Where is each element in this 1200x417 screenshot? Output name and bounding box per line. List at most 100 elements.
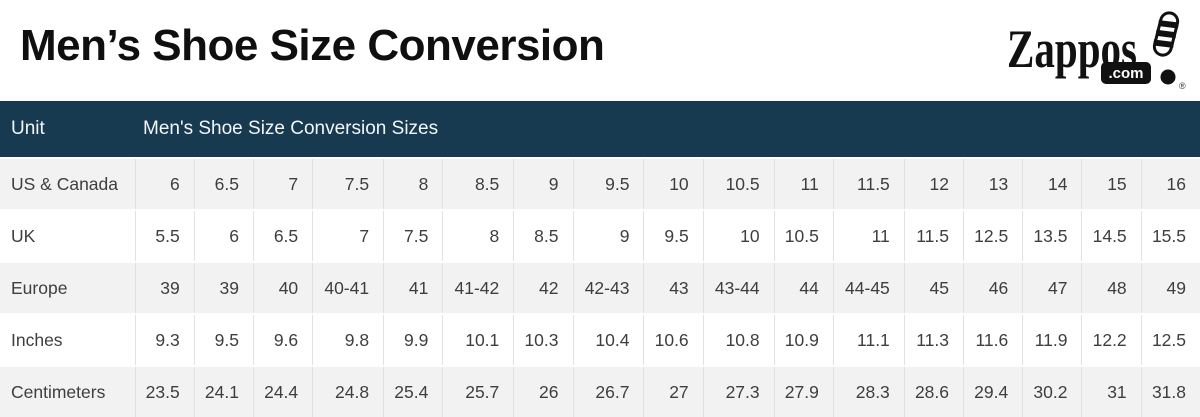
zappos-logo: Zappos .com ® [1007, 9, 1189, 93]
size-cell: 15.5 [1140, 209, 1200, 263]
registered-mark: ® [1179, 81, 1186, 91]
size-cell: 7.5 [383, 209, 443, 263]
size-cell: 10.4 [572, 313, 644, 367]
page-title: Men’s Shoe Size Conversion [20, 21, 605, 70]
row-label: UK [0, 209, 135, 263]
size-cell: 9.5 [643, 209, 704, 263]
size-cell: 10.5 [773, 209, 834, 263]
size-cell: 41-42 [442, 261, 514, 315]
size-cell: 6 [193, 209, 254, 263]
size-cell: 43 [643, 261, 704, 315]
table-header: Unit Men's Shoe Size Conversion Sizes [0, 101, 1200, 158]
row-label: US & Canada [0, 157, 135, 211]
size-cell: 31 [1081, 365, 1142, 417]
size-cell: 30.2 [1022, 365, 1082, 417]
size-cell: 45 [903, 261, 964, 315]
size-cell: 11.6 [963, 313, 1023, 367]
size-cell: 12.5 [963, 209, 1023, 263]
row-label: Inches [0, 313, 135, 367]
size-cell: 9.9 [383, 313, 443, 367]
size-cell: 24.4 [252, 365, 313, 417]
size-cell: 10.1 [442, 313, 514, 367]
size-cell: 13.5 [1022, 209, 1082, 263]
size-conversion-table: Unit Men's Shoe Size Conversion Sizes US… [0, 101, 1200, 417]
size-cell: 12 [903, 157, 964, 211]
size-cell: 26 [513, 365, 573, 417]
size-cell: 8.5 [513, 209, 573, 263]
size-cell: 9.6 [252, 313, 313, 367]
size-cell: 14 [1022, 157, 1082, 211]
size-cell: 10 [643, 157, 704, 211]
dotcom-text: .com [1108, 65, 1143, 82]
size-cell: 10.9 [773, 313, 834, 367]
dotcom-badge: .com [1101, 62, 1151, 84]
table-row: Centimeters 23.5 24.1 24.4 24.8 25.4 25.7 26 26.… [0, 365, 1200, 417]
size-cell: 41 [383, 261, 443, 315]
size-cell: 28.3 [832, 365, 905, 417]
size-cell: 10.5 [702, 157, 775, 211]
size-cell: 11.1 [832, 313, 905, 367]
size-cell: 44 [773, 261, 834, 315]
size-cell: 48 [1081, 261, 1142, 315]
size-cell: 39 [134, 261, 195, 315]
size-cell: 13 [963, 157, 1023, 211]
size-cell: 7 [252, 157, 313, 211]
size-cell: 25.7 [442, 365, 514, 417]
size-cell: 8 [383, 157, 443, 211]
size-cell: 12.2 [1081, 313, 1142, 367]
size-cell: 8.5 [442, 157, 514, 211]
size-cell: 44-45 [832, 261, 905, 315]
table-row: Europe 39 39 40 40-41 41 41-42 42 42-43 43 43-44 44… [0, 261, 1200, 315]
size-cell: 6.5 [193, 157, 254, 211]
size-cell: 24.1 [193, 365, 254, 417]
size-cell: 11.3 [903, 313, 964, 367]
size-cell: 46 [963, 261, 1023, 315]
size-cell: 9.8 [312, 313, 384, 367]
size-cell: 9 [572, 209, 644, 263]
unit-column-header: Unit [0, 101, 135, 158]
size-cell: 10 [702, 209, 775, 263]
size-cell: 11 [773, 157, 834, 211]
size-cell: 11.5 [832, 157, 905, 211]
table-row: US & Canada 6 6.5 7 7.5 8 8.5 9 9.5 10 10.5 11 11.5 1… [0, 157, 1200, 211]
size-cell: 9.5 [572, 157, 644, 211]
table-row: UK 5.5 6 6.5 7 7.5 8 8.5 9 9.5 10 10.5 11 11.5 12.5 13.… [0, 209, 1200, 263]
size-cell: 27.3 [702, 365, 775, 417]
size-cell: 6.5 [252, 209, 313, 263]
size-cell: 27.9 [773, 365, 834, 417]
size-cell: 6 [134, 157, 195, 211]
size-cell: 47 [1022, 261, 1082, 315]
table-row: Inches 9.3 9.5 9.6 9.8 9.9 10.1 10.3 10.4 10.6 10.… [0, 313, 1200, 367]
size-cell: 42-43 [572, 261, 644, 315]
header-row: Unit Men's Shoe Size Conversion Sizes [0, 101, 1200, 158]
size-cell: 14.5 [1081, 209, 1142, 263]
size-cell: 43-44 [702, 261, 775, 315]
size-cell: 9.5 [193, 313, 254, 367]
exclamation-dot-icon [1160, 69, 1176, 85]
size-cell: 10.8 [702, 313, 775, 367]
size-cell: 9.3 [134, 313, 195, 367]
row-label: Centimeters [0, 365, 135, 417]
size-cell: 10.6 [643, 313, 704, 367]
size-cell: 16 [1140, 157, 1200, 211]
size-cell: 15 [1081, 157, 1142, 211]
shoe-exclamation-icon [1152, 11, 1180, 57]
size-cell: 23.5 [134, 365, 195, 417]
sizes-column-header: Men's Shoe Size Conversion Sizes [135, 101, 1200, 158]
size-cell: 42 [513, 261, 573, 315]
size-cell: 40-41 [312, 261, 384, 315]
size-cell: 27 [643, 365, 704, 417]
size-cell: 7 [312, 209, 384, 263]
size-cell: 49 [1140, 261, 1200, 315]
size-cell: 39 [193, 261, 254, 315]
size-cell: 28.6 [903, 365, 964, 417]
size-cell: 12.5 [1140, 313, 1200, 367]
size-cell: 10.3 [513, 313, 573, 367]
size-cell: 7.5 [312, 157, 384, 211]
size-cell: 24.8 [312, 365, 384, 417]
size-cell: 11.5 [903, 209, 964, 263]
title-banner: Men’s Shoe Size Conversion Zappos .com ® [0, 0, 1200, 101]
size-cell: 11 [832, 209, 905, 263]
size-cell: 9 [513, 157, 573, 211]
size-cell: 26.7 [572, 365, 644, 417]
